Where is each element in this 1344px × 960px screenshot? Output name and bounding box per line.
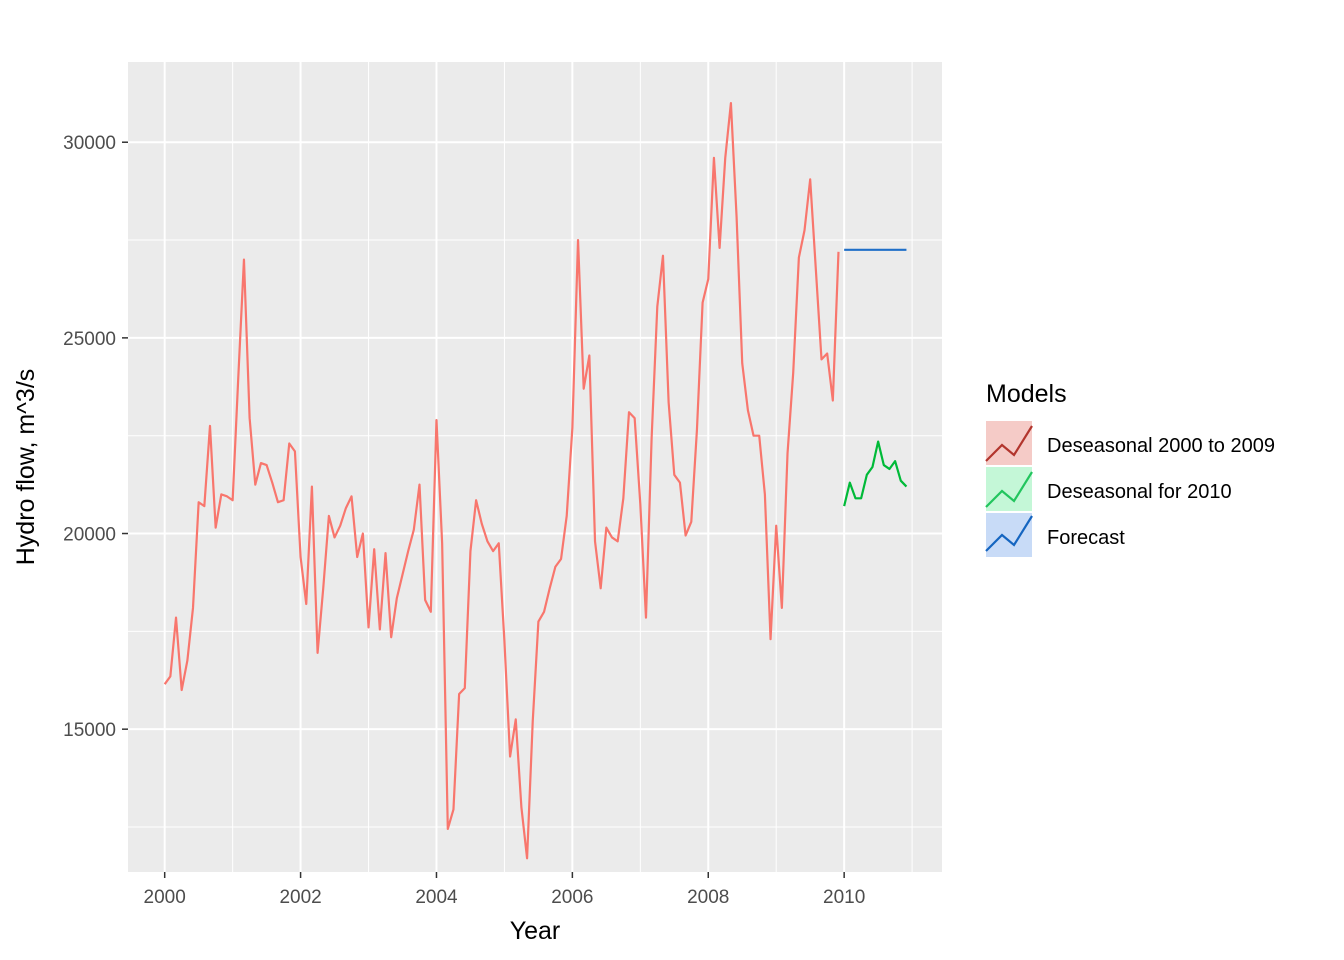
legend-label-deseasonal-2010: Deseasonal for 2010 <box>1047 481 1232 503</box>
y-tick-label: 30000 <box>63 133 116 154</box>
x-tick-label: 2000 <box>144 887 186 908</box>
legend-title: Models <box>986 380 1067 408</box>
x-axis-title: Year <box>510 917 561 945</box>
y-axis-title: Hydro flow, m^3/s <box>12 369 40 566</box>
legend-item-deseasonal-2000-2009: Deseasonal 2000 to 2009 <box>985 421 1275 465</box>
legend-label-forecast: Forecast <box>1047 527 1125 549</box>
panel-background <box>128 62 942 872</box>
x-tick-label: 2004 <box>415 887 458 908</box>
legend-key-deseasonal-2000-2009 <box>986 421 1032 465</box>
x-tick-label: 2002 <box>279 887 321 908</box>
y-axis: 15000 20000 25000 30000 <box>63 133 128 741</box>
legend-line-icon <box>985 471 1033 508</box>
y-tick-label: 25000 <box>63 329 116 350</box>
grid-major <box>128 62 942 872</box>
series-layer <box>163 101 908 860</box>
y-tick-label: 20000 <box>63 525 116 546</box>
x-tick-label: 2006 <box>551 887 593 908</box>
series-line-deseasonal-for-2010 <box>843 440 908 507</box>
legend-key-deseasonal-2010 <box>986 467 1032 511</box>
legend-label-deseasonal-2000-2009: Deseasonal 2000 to 2009 <box>1047 435 1275 457</box>
x-axis: 2000 2002 2004 2006 2008 2010 <box>144 872 865 908</box>
x-tick-label: 2008 <box>687 887 729 908</box>
series-line-deseasonal-2000-to-2009 <box>163 101 840 860</box>
legend-line-icon <box>985 425 1033 462</box>
legend-key-forecast <box>986 513 1032 557</box>
y-tick-label: 15000 <box>63 720 116 741</box>
x-tick-label: 2010 <box>823 887 865 908</box>
legend-item-deseasonal-2010: Deseasonal for 2010 <box>985 467 1232 511</box>
legend: Models Deseasonal 2000 to 2009 Deseasona… <box>985 380 1275 557</box>
legend-line-icon <box>985 515 1033 552</box>
grid-minor <box>128 62 942 872</box>
legend-item-forecast: Forecast <box>985 513 1125 557</box>
